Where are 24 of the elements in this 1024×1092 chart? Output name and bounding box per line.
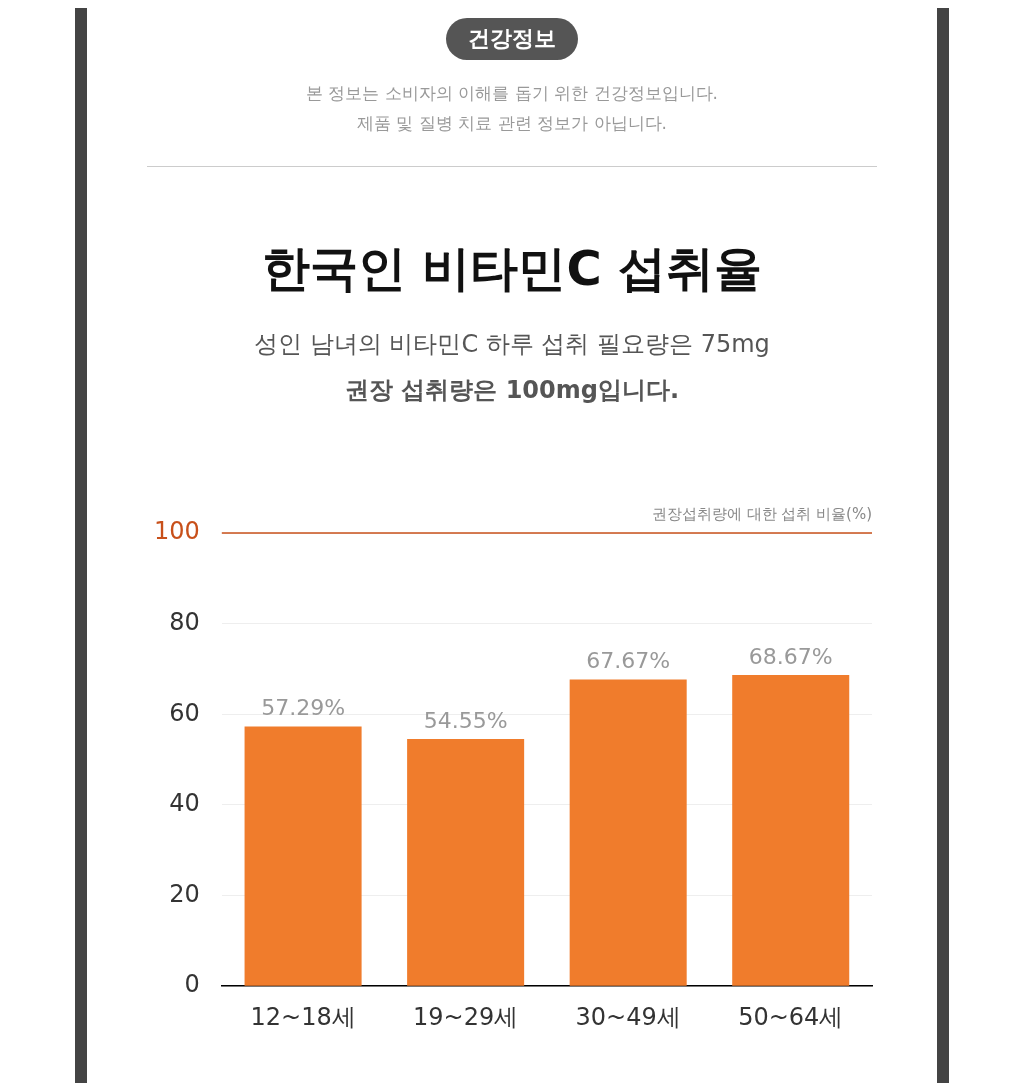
chart-subtitle: 성인 남녀의 비타민C 하루 섭취 필요량은 75mg 권장 섭취량은 100mg입니다. — [253, 329, 771, 406]
bar — [569, 679, 687, 986]
x-tick-label: 12~18세 — [250, 1002, 356, 1031]
bar — [244, 726, 362, 986]
text: 본 정보는 소비자의 이해를 돕기 위한 건강정보입니다. — [305, 82, 719, 105]
y-tick-label: 60 — [169, 698, 200, 727]
x-tick-label: 50~64세 — [738, 1002, 844, 1031]
text: 건강정보 — [446, 18, 578, 60]
y-axis-title: 권장섭취량에 대한 섭취 비율(%) — [651, 505, 872, 524]
y-tick-label: 80 — [169, 607, 200, 636]
data-label: 54.55% — [423, 707, 508, 733]
y-tick-label: 100 — [154, 517, 200, 546]
bar — [407, 738, 525, 986]
x-tick-label: 30~49세 — [575, 1002, 681, 1031]
bar — [732, 674, 850, 986]
y-tick-label: 20 — [169, 879, 200, 908]
text: 제품 및 질병 치료 관련 정보가 아닙니다. — [356, 112, 668, 135]
data-label: 57.29% — [261, 695, 346, 721]
chart-title: 한국인 비타민C 섭취율 — [260, 239, 764, 298]
y-tick-label: 40 — [169, 789, 200, 818]
y-tick-label: 0 — [184, 970, 200, 999]
data-label: 68.67% — [748, 643, 833, 669]
x-tick-label: 19~29세 — [413, 1002, 519, 1031]
data-label: 67.67% — [586, 648, 671, 674]
